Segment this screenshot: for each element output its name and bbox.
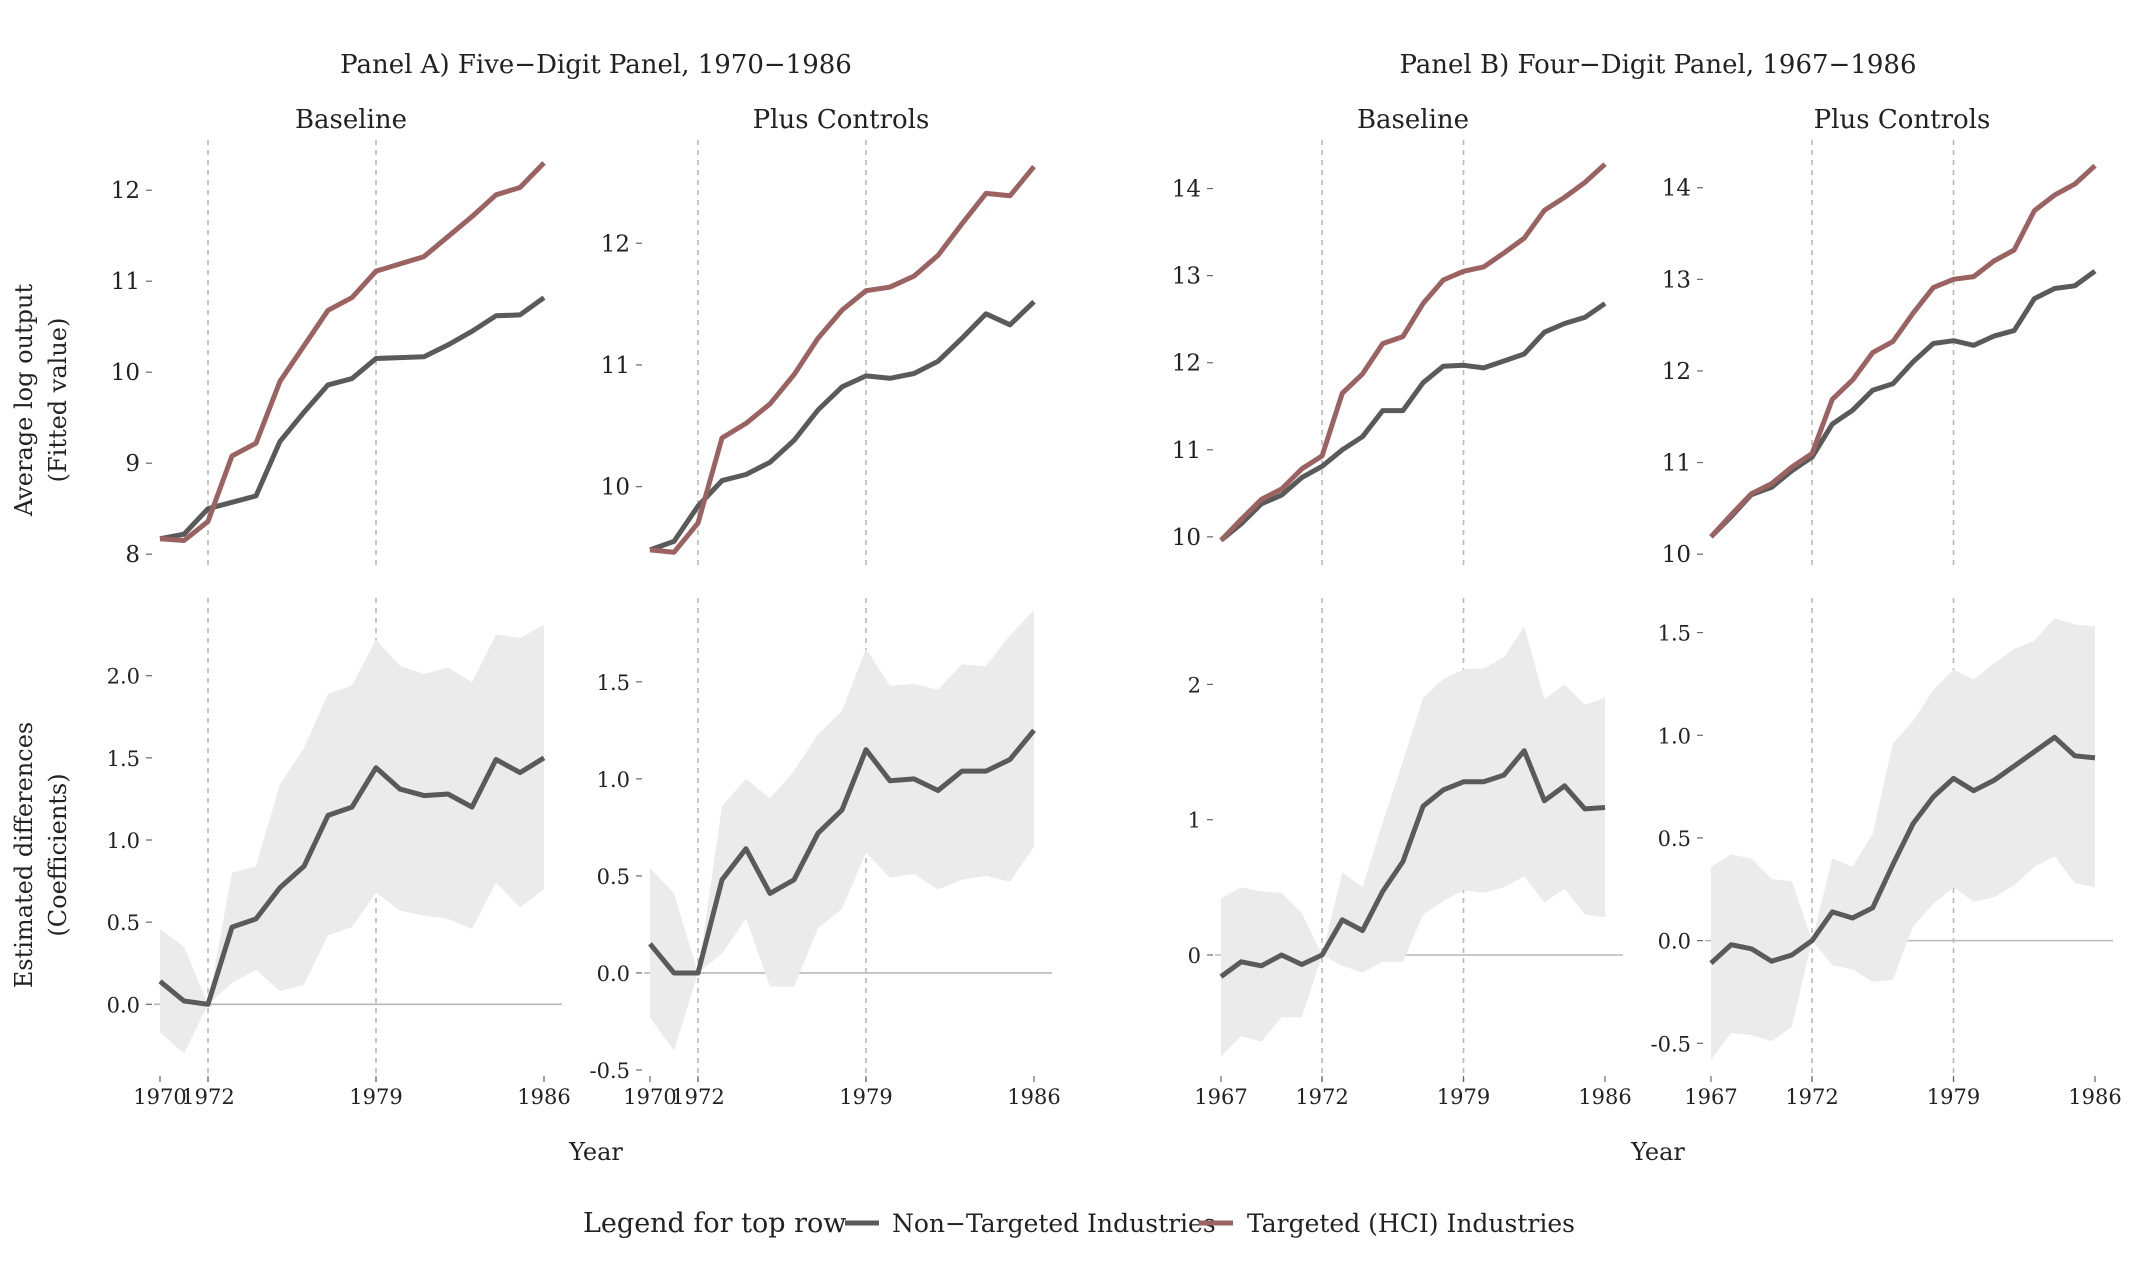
chart-B-baseline-bottom: 0 1 2 1967 1972 1979 1986	[1188, 598, 1632, 1109]
y-label-top-line1: Average log output	[10, 284, 38, 518]
y-tick-label: 8	[125, 542, 140, 568]
y-tick-label: 10	[111, 360, 140, 386]
series-targeted	[159, 161, 546, 543]
chart-A-baseline-top: 8 9 10 11 12	[111, 140, 546, 568]
chart-A-controls-top: 10 11 12	[601, 140, 1036, 568]
legend-title: Legend for top row	[583, 1208, 846, 1239]
x-label-panel-a: Year	[568, 1138, 623, 1166]
y-tick-label: 12	[601, 231, 630, 257]
y-tick-label: 0.0	[1658, 930, 1691, 954]
y-label-bottom-line1: Estimated differences	[10, 722, 38, 988]
x-tick-label: 1972	[181, 1085, 234, 1109]
x-tick-label: 1967	[1684, 1085, 1737, 1109]
y-tick-label: 2.0	[107, 665, 140, 689]
y-tick-label: 0.0	[107, 993, 140, 1017]
confidence-band	[650, 610, 1034, 1051]
y-label-top-line2: (Fitted value)	[44, 318, 72, 483]
y-tick-label: 11	[111, 269, 140, 295]
y-tick-label: 1.0	[107, 829, 140, 853]
y-tick-label: 9	[125, 451, 140, 477]
confidence-band	[1221, 626, 1605, 1057]
chart-B-controls-bottom: -0.5 0.0 0.5 1.0 1.5 1967 1972 1979 1986	[1651, 598, 2122, 1109]
y-tick-label: 0	[1188, 944, 1201, 968]
y-tick-label: 0.0	[597, 962, 630, 986]
x-tick-label: 1972	[671, 1085, 724, 1109]
series-targeted	[1709, 163, 2097, 539]
subtitle-a-baseline: Baseline	[295, 105, 407, 135]
coefficient-line	[648, 728, 1036, 976]
y-tick-label: 1.5	[1658, 622, 1691, 646]
y-tick-label: 11	[1172, 438, 1201, 464]
x-tick-label: 1986	[1007, 1085, 1060, 1109]
y-tick-label: 14	[1662, 176, 1691, 202]
x-tick-label: 1967	[1194, 1085, 1247, 1109]
subtitle-b-baseline: Baseline	[1357, 105, 1469, 135]
x-label-panel-b: Year	[1630, 1138, 1685, 1166]
series-non-targeted	[1219, 301, 1607, 543]
y-label-bottom-line2: (Coefficients)	[44, 773, 72, 936]
x-tick-label: 1972	[1785, 1085, 1838, 1109]
y-tick-label: 10	[1662, 542, 1691, 568]
subtitle-b-controls: Plus Controls	[1814, 105, 1991, 135]
coefficient-line	[158, 755, 546, 1007]
y-tick-label: -0.5	[1651, 1032, 1692, 1056]
series-non-targeted	[1709, 269, 2097, 539]
y-tick-label: 13	[1172, 264, 1201, 290]
x-tick-label: 1979	[839, 1085, 892, 1109]
coefficient-line	[1219, 748, 1606, 979]
y-label-top: Average log output (Fitted value)	[10, 284, 72, 518]
series-targeted	[649, 165, 1036, 555]
x-tick-label: 1979	[1437, 1085, 1490, 1109]
y-tick-label: 0.5	[1658, 827, 1691, 851]
confidence-band	[160, 624, 544, 1054]
y-tick-label: 0.5	[597, 865, 630, 889]
y-tick-label: 12	[1662, 359, 1691, 385]
y-label-bottom: Estimated differences (Coefficients)	[10, 722, 72, 988]
x-tick-label: 1972	[1295, 1085, 1348, 1109]
x-tick-label: 1970	[133, 1085, 186, 1109]
x-tick-label: 1970	[623, 1085, 676, 1109]
chart-B-controls-top: 10 11 12 13 14	[1662, 140, 2097, 568]
y-tick-label: 12	[111, 178, 140, 204]
x-tick-label: 1979	[1927, 1085, 1980, 1109]
y-tick-label: 10	[1172, 525, 1201, 551]
coefficient-line	[1709, 734, 2096, 966]
series-non-targeted	[159, 295, 546, 542]
series-non-targeted	[649, 299, 1036, 553]
chart-B-baseline-top: 10 11 12 13 14	[1172, 140, 1607, 568]
x-tick-label: 1986	[2068, 1085, 2121, 1109]
x-tick-label: 1979	[349, 1085, 402, 1109]
panel-a-title: Panel A) Five−Digit Panel, 1970−1986	[340, 50, 852, 80]
legend: Legend for top row Non−Targeted Industri…	[583, 1208, 1575, 1239]
y-tick-label: 11	[601, 353, 630, 379]
y-tick-label: 1	[1188, 809, 1201, 833]
series-targeted	[1219, 162, 1607, 543]
y-tick-label: 2	[1188, 673, 1201, 697]
legend-label-targeted: Targeted (HCI) Industries	[1247, 1209, 1575, 1238]
x-tick-label: 1986	[1578, 1085, 1631, 1109]
y-tick-label: 10	[601, 475, 630, 501]
y-tick-label: 13	[1662, 267, 1691, 293]
x-tick-label: 1986	[517, 1085, 570, 1109]
subtitle-a-controls: Plus Controls	[753, 105, 930, 135]
y-tick-label: 14	[1172, 177, 1201, 203]
y-tick-label: 1.0	[597, 768, 630, 792]
plot-area: 89101112101112101112131410111213140.00.5…	[107, 140, 2122, 1109]
y-tick-label: -0.5	[590, 1059, 631, 1083]
y-tick-label: 1.5	[107, 747, 140, 771]
y-tick-label: 11	[1662, 451, 1691, 477]
y-tick-label: 1.5	[597, 671, 630, 695]
y-tick-label: 1.0	[1658, 724, 1691, 748]
y-tick-label: 0.5	[107, 911, 140, 935]
legend-label-non-targeted: Non−Targeted Industries	[892, 1209, 1216, 1238]
panel-b-title: Panel B) Four−Digit Panel, 1967−1986	[1399, 50, 1916, 80]
y-tick-label: 12	[1172, 351, 1201, 377]
